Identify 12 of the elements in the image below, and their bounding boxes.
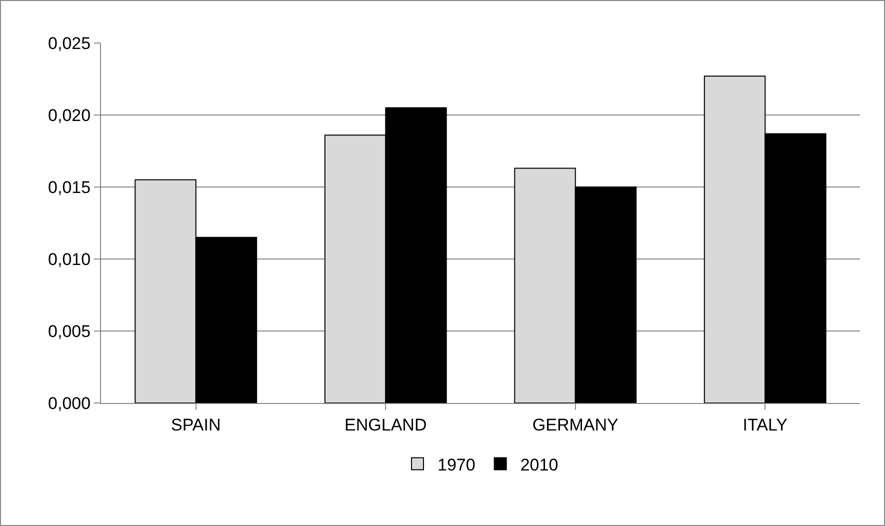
x-tick-label: ENGLAND [344,415,427,434]
y-tick-label: 0,020 [48,106,91,125]
x-tick-label: ITALY [742,415,788,434]
x-tick-label: GERMANY [532,415,618,434]
y-tick-label: 0,010 [48,250,91,269]
legend-label: 2010 [520,455,558,474]
x-tick-label: SPAIN [170,415,221,434]
legend-label: 1970 [438,455,476,474]
y-tick-label: 0,025 [48,34,91,53]
y-tick-label: 0,005 [48,322,91,341]
y-tick-label: 0,000 [48,394,91,413]
y-tick-label: 0,015 [48,178,91,197]
